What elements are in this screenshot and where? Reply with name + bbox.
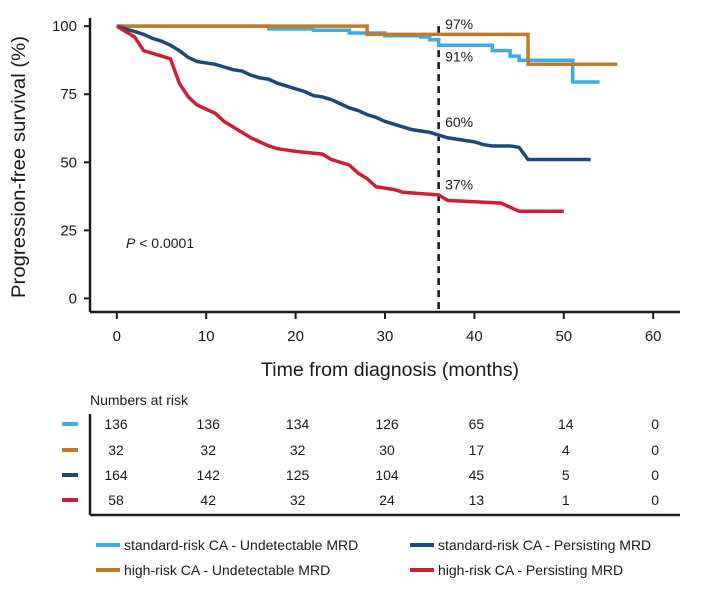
- y-tick-label: 25: [60, 222, 77, 239]
- risk-cell: 1: [562, 492, 570, 508]
- risk-cell: 4: [562, 442, 570, 458]
- legend-label: standard-risk CA - Undetectable MRD: [124, 537, 358, 553]
- x-tick-label: 30: [377, 328, 394, 345]
- y-tick-label: 75: [60, 86, 77, 103]
- risk-cell: 142: [197, 467, 221, 483]
- risk-cell: 134: [286, 416, 310, 432]
- x-axis-title: Time from diagnosis (months): [261, 360, 519, 381]
- legend-label: high-risk CA - Persisting MRD: [438, 562, 623, 578]
- p-value-symbol: P: [126, 235, 136, 251]
- x-tick-label: 0: [113, 328, 121, 345]
- survival-annotation: 37%: [445, 177, 473, 193]
- legend-label: high-risk CA - Undetectable MRD: [124, 562, 330, 578]
- plot-area: 0 25 50 75 100 0 10 20 30 40 50 60 Time from diagnos…: [9, 16, 680, 381]
- risk-cell: 30: [379, 442, 395, 458]
- risk-cell: 126: [375, 416, 399, 432]
- risk-cell: 32: [108, 442, 124, 458]
- risk-cell: 136: [197, 416, 221, 432]
- p-value: P < 0.0001: [126, 235, 194, 251]
- risk-cell: 13: [469, 492, 485, 508]
- y-tick-label: 0: [69, 290, 77, 307]
- risk-cell: 136: [104, 416, 128, 432]
- survival-curve-3: [115, 24, 564, 214]
- x-tick-label: 40: [466, 328, 483, 345]
- risk-cell: 32: [200, 442, 216, 458]
- risk-cell: 125: [286, 467, 310, 483]
- survival-curve-2: [116, 24, 591, 162]
- survival-annotation: 97%: [445, 16, 473, 32]
- risk-cell: 17: [469, 442, 485, 458]
- risk-cell: 32: [290, 442, 306, 458]
- legend-label: standard-risk CA - Persisting MRD: [438, 537, 651, 553]
- risk-cell: 65: [469, 416, 485, 432]
- survival-annotation: 60%: [445, 114, 473, 130]
- risk-cell: 0: [651, 416, 659, 432]
- survival-curve-1: [116, 24, 618, 67]
- risk-cell: 14: [558, 416, 574, 432]
- risk-cell: 104: [375, 467, 399, 483]
- x-tick-label: 10: [198, 328, 215, 345]
- x-tick-label: 20: [287, 328, 304, 345]
- risk-cell: 58: [108, 492, 124, 508]
- risk-cell: 32: [290, 492, 306, 508]
- risk-cell: 0: [651, 492, 659, 508]
- risk-cell: 42: [200, 492, 216, 508]
- risk-cell: 5: [562, 467, 570, 483]
- y-tick-label: 100: [52, 18, 77, 35]
- risk-cell: 0: [651, 442, 659, 458]
- y-tick-label: 50: [60, 154, 77, 171]
- risk-cell: 24: [379, 492, 395, 508]
- legend: standard-risk CA - Undetectable MRD high-…: [96, 537, 651, 578]
- survival-curve-0: [116, 24, 600, 84]
- risk-cell: 45: [469, 467, 485, 483]
- risk-cell: 0: [651, 467, 659, 483]
- risk-table-title: Numbers at risk: [90, 392, 189, 408]
- risk-cell: 164: [104, 467, 128, 483]
- x-tick-label: 60: [645, 328, 662, 345]
- survival-annotation: 91%: [445, 49, 473, 65]
- p-value-text: < 0.0001: [135, 235, 194, 251]
- y-axis-title: Progression-free survival (%): [9, 36, 30, 298]
- x-tick-label: 50: [555, 328, 572, 345]
